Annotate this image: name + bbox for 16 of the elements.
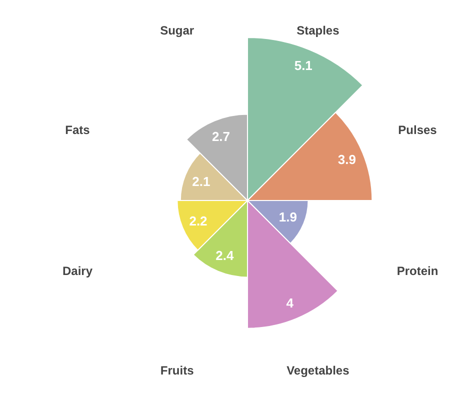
category-label: Dairy [62, 264, 93, 278]
category-label: Pulses [398, 123, 438, 138]
data-label: 1.9 [278, 210, 297, 225]
category-label: Protein [396, 264, 438, 278]
data-label: 2.1 [192, 174, 210, 189]
data-label: 4 [286, 295, 294, 310]
data-label: 2.4 [216, 248, 234, 264]
category-label: Fruits [160, 363, 194, 378]
category-label: Fats [65, 123, 90, 138]
data-label: 2.2 [189, 213, 208, 228]
data-label: 3.9 [338, 152, 356, 167]
category-label: Sugar [160, 24, 194, 38]
category-label: Staples [296, 24, 340, 38]
category-label: Vegetables [286, 363, 350, 378]
data-label: 5.1 [294, 58, 312, 74]
data-label: 2.7 [212, 128, 230, 144]
